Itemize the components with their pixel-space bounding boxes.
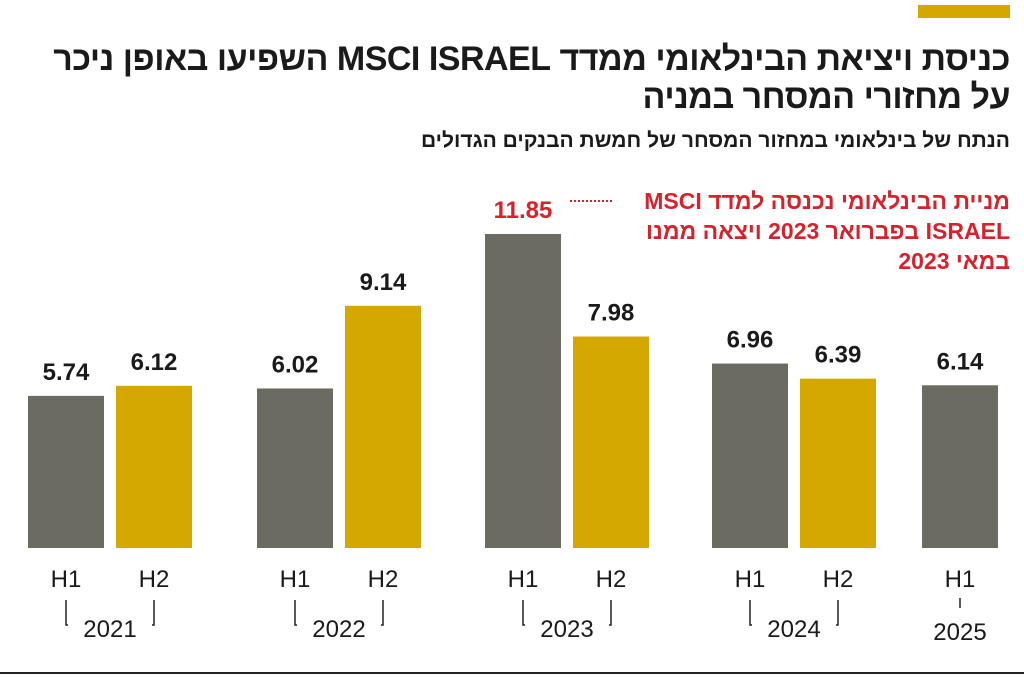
year-label: 2021 (83, 616, 136, 643)
data-label: 6.39 (815, 342, 862, 369)
data-label: 6.12 (131, 349, 178, 376)
year-label: 2025 (933, 619, 986, 646)
year-bracket (65, 600, 155, 626)
tick-label: H1 (280, 566, 311, 593)
data-label: 6.96 (727, 327, 774, 354)
bar (345, 305, 421, 548)
year-bracket (749, 600, 839, 626)
tick-label: H1 (735, 566, 766, 593)
bar (922, 385, 998, 548)
bottom-rule (0, 672, 1024, 674)
tick-label: H2 (596, 566, 627, 593)
annotation-text: מניית הבינלאומי נכנסה למדד MSCI ISRAEL ב… (644, 188, 1010, 274)
year-label: 2024 (767, 616, 820, 643)
bar (573, 336, 649, 548)
bar (28, 395, 104, 548)
data-label: 7.98 (588, 300, 635, 327)
bar (485, 233, 561, 548)
data-label: 6.14 (937, 348, 984, 375)
data-label: 5.74 (43, 359, 90, 386)
tick-label: H2 (368, 566, 399, 593)
tick-label: H1 (945, 566, 976, 593)
bar (712, 363, 788, 548)
chart-title: כניסת ויציאת הבינלאומי ממדד MSCI ISRAEL … (53, 40, 1010, 116)
data-label: 9.14 (360, 269, 407, 296)
tick-label: H2 (139, 566, 170, 593)
bar (257, 388, 333, 548)
year-bracket (294, 600, 384, 626)
tick-label: H2 (823, 566, 854, 593)
data-label: 6.02 (272, 351, 319, 378)
year-bracket (522, 600, 612, 626)
tick-label: H1 (508, 566, 539, 593)
bar (800, 378, 876, 548)
data-label: 11.85 (494, 197, 553, 224)
bar (116, 385, 192, 548)
tick-label: H1 (51, 566, 82, 593)
chart-subtitle: הנתח של בינלאומי במחזור המסחר של חמשת הב… (420, 129, 1010, 152)
year-label: 2023 (540, 616, 593, 643)
accent-bar (918, 5, 1010, 18)
year-label: 2022 (312, 616, 365, 643)
